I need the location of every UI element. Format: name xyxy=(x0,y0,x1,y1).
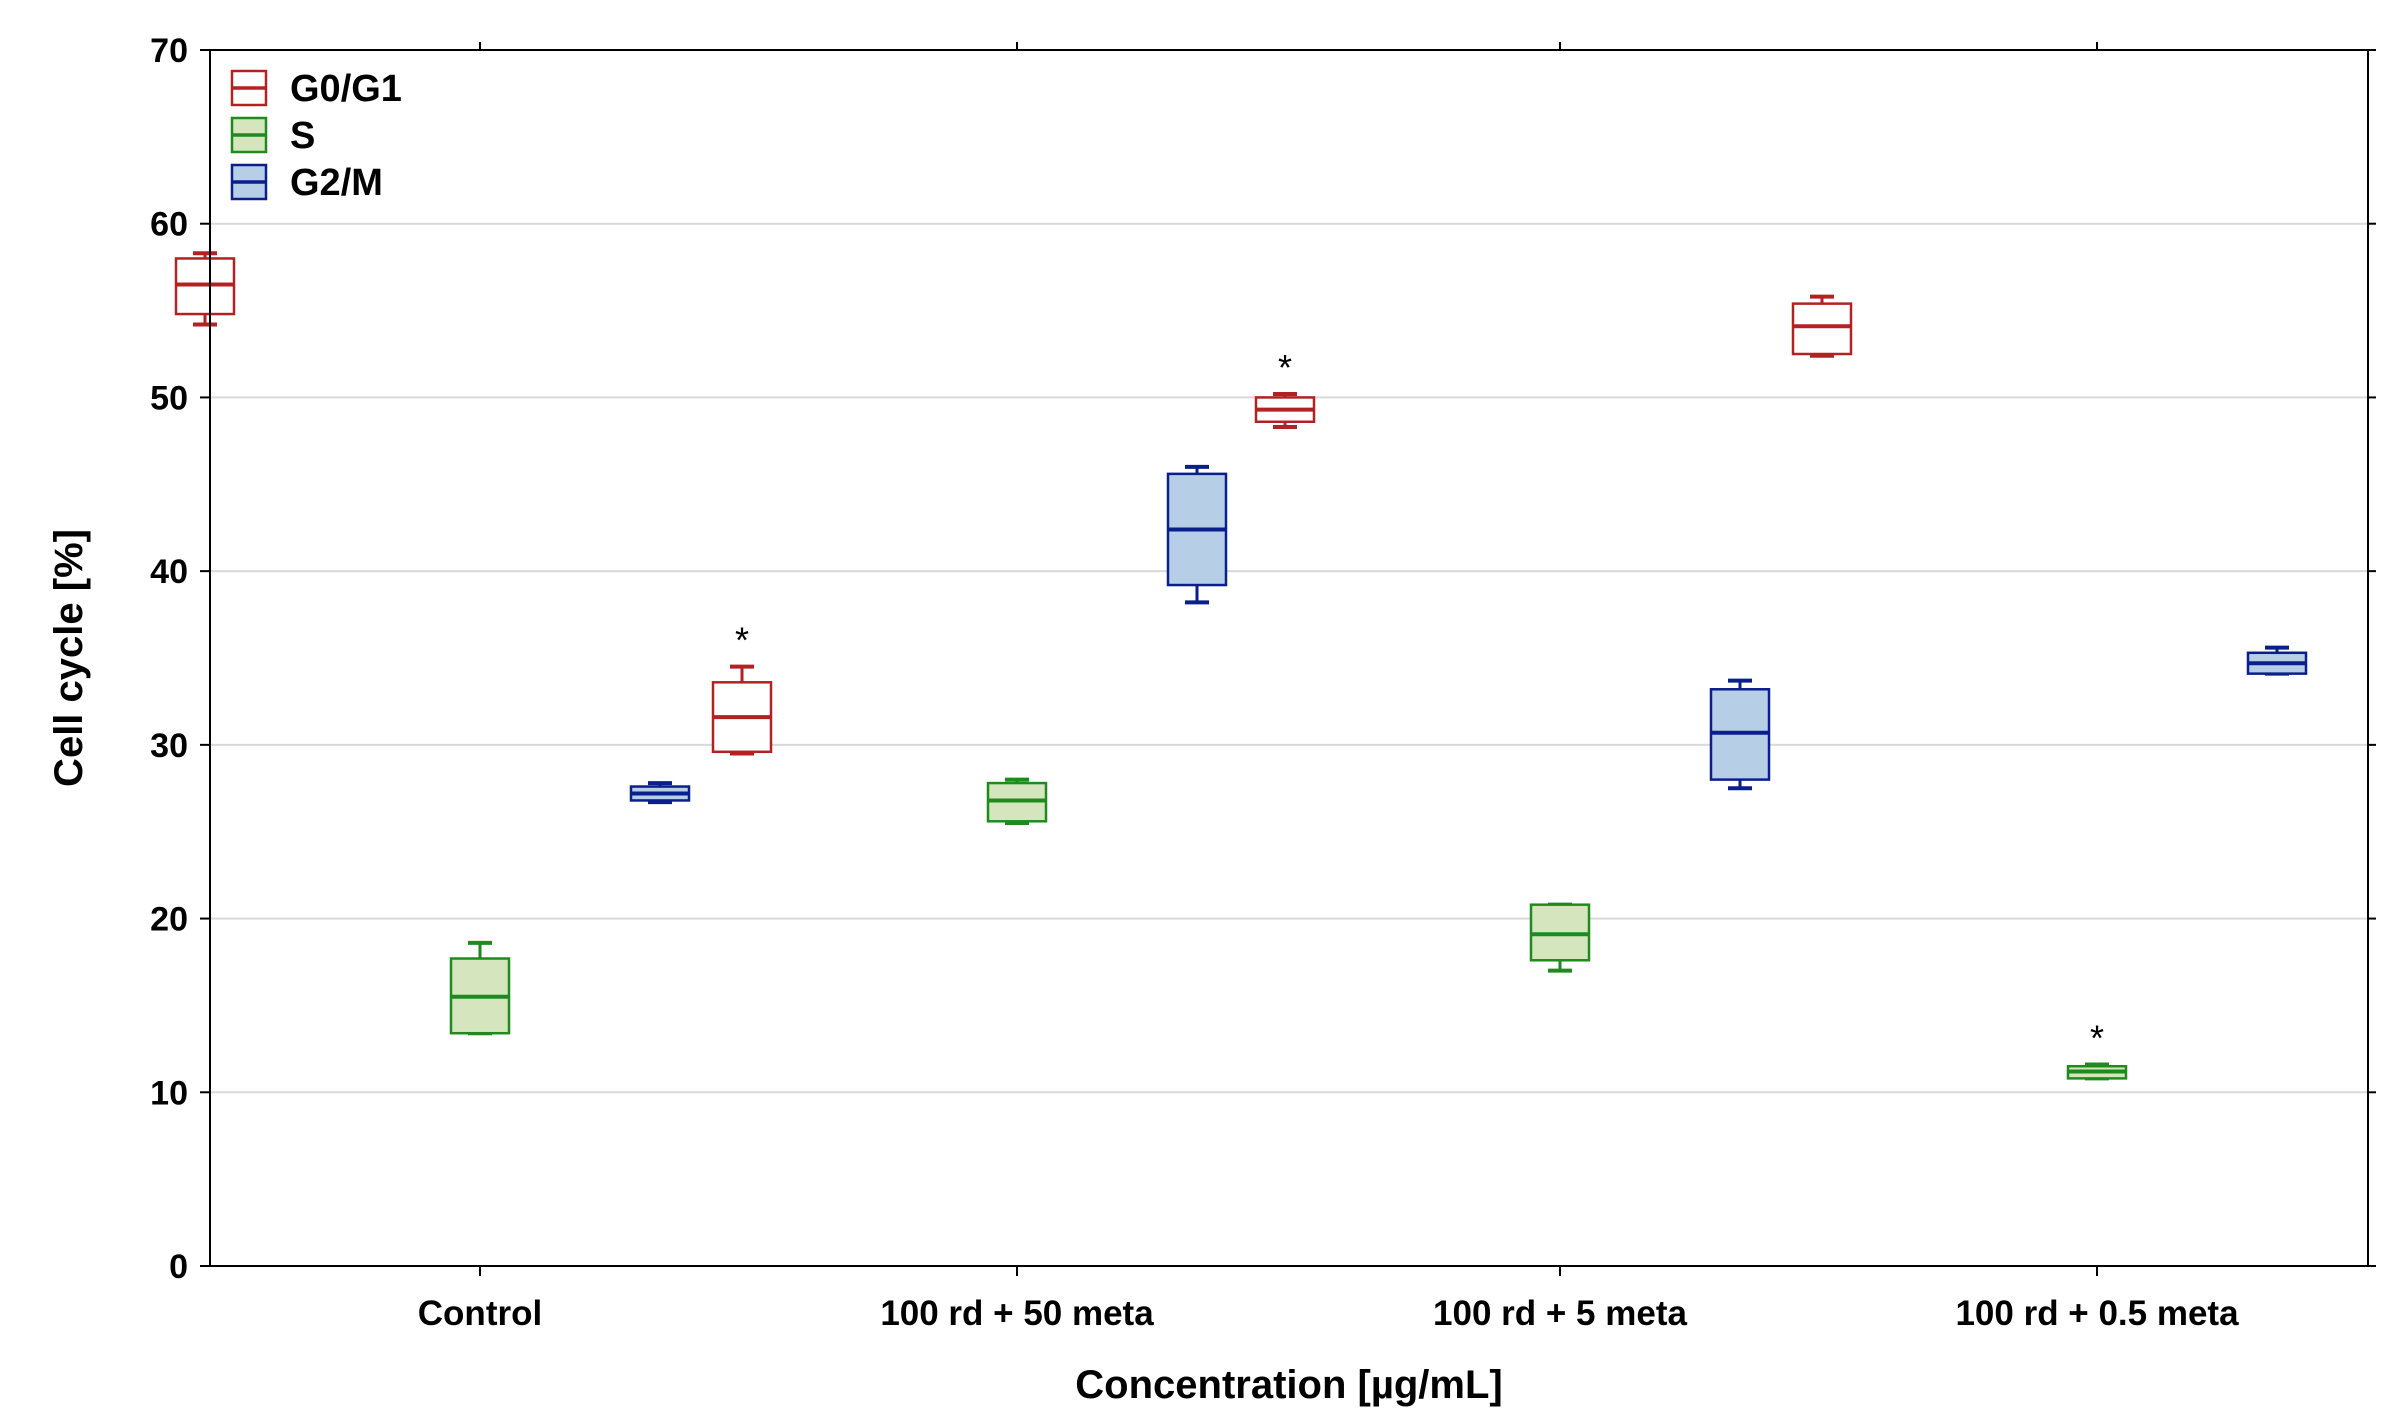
legend-label: G2/M xyxy=(290,162,383,204)
y-tick-label: 10 xyxy=(150,1074,188,1112)
y-tick-label: 60 xyxy=(150,206,188,244)
x-tick-label: 100 rd + 50 meta xyxy=(880,1294,1154,1333)
x-axis-title: Concentration [µg/mL] xyxy=(1075,1363,1502,1407)
legend: G0/G1 S G2/M xyxy=(230,68,402,204)
x-axis-ticks: Control 100 rd + 50 meta 100 rd + 5 meta 10… xyxy=(418,42,2239,1333)
legend-item: G0/G1 xyxy=(230,68,402,110)
significance-marker: * xyxy=(1278,347,1292,388)
y-tick-label: 50 xyxy=(150,379,188,417)
x-tick-label: 100 rd + 5 meta xyxy=(1433,1294,1687,1333)
significance-marker: * xyxy=(2090,1017,2104,1058)
significance-marker: * xyxy=(735,620,749,661)
y-tick-label: 20 xyxy=(150,901,188,939)
legend-label: G0/G1 xyxy=(290,68,402,110)
series-g2-m xyxy=(629,464,2308,805)
legend-item: S xyxy=(230,115,315,157)
y-axis-ticks: 0 10 20 30 40 50 60 70 xyxy=(150,32,2376,1286)
x-tick-label: 100 rd + 0.5 meta xyxy=(1955,1294,2239,1333)
y-tick-label: 30 xyxy=(150,727,188,765)
series-g0-g1: ** xyxy=(174,251,1853,756)
y-tick-label: 0 xyxy=(169,1248,188,1286)
legend-item: G2/M xyxy=(230,162,383,204)
legend-label: S xyxy=(290,115,315,157)
box-iqr xyxy=(1791,302,1853,356)
box-plots: *** xyxy=(174,251,2308,1081)
y-tick-label: 70 xyxy=(150,32,188,70)
y-tick-label: 40 xyxy=(150,553,188,591)
y-axis-title: Cell cycle [%] xyxy=(47,529,91,787)
x-tick-label: Control xyxy=(418,1294,542,1333)
plot-area-frame xyxy=(209,49,2369,1267)
series-s: * xyxy=(449,777,2128,1081)
